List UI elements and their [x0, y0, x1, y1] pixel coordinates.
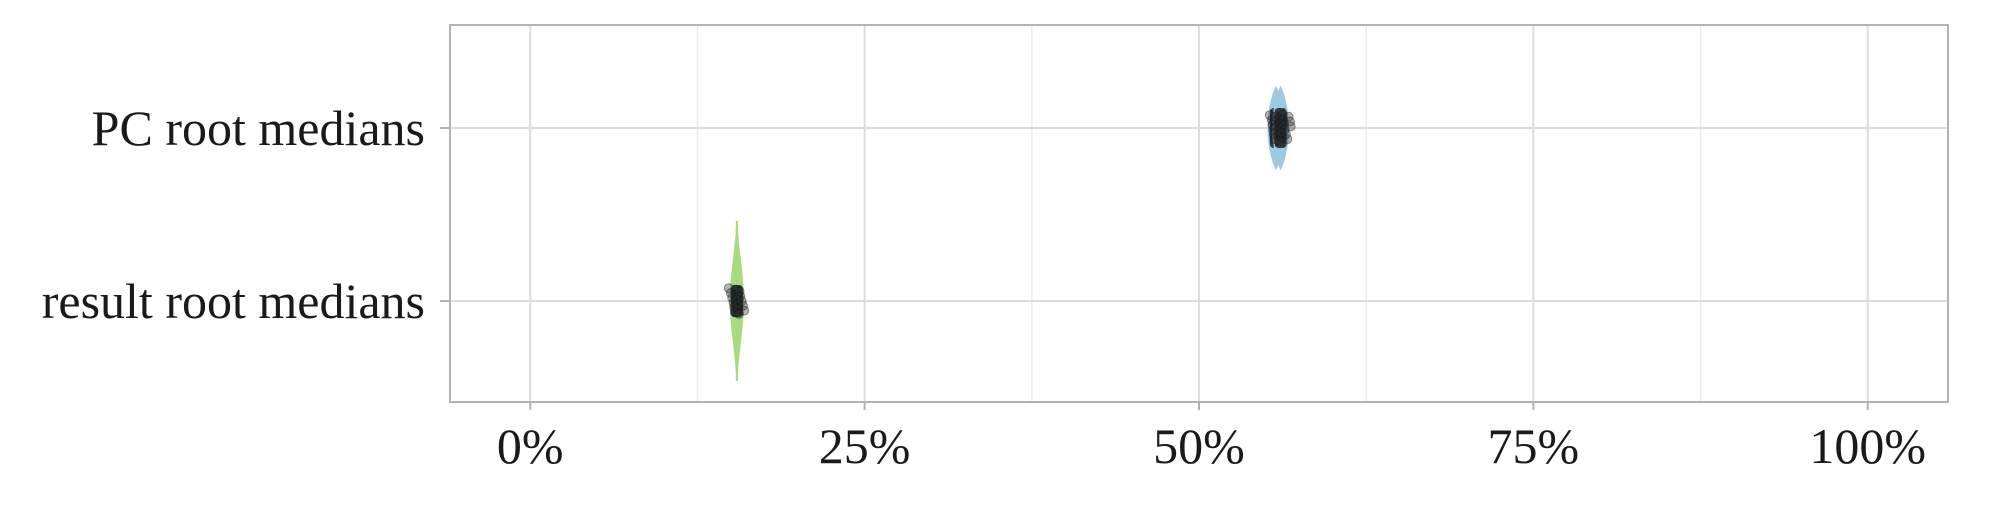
- points: [723, 110, 1296, 319]
- data-point: [729, 302, 740, 313]
- x-tick-label: 75%: [1488, 418, 1580, 474]
- violins: [729, 85, 1289, 382]
- data-point: [1280, 129, 1291, 140]
- grid: [450, 25, 1948, 402]
- data-point: [1284, 116, 1295, 127]
- data-point: [1277, 110, 1288, 121]
- data-point: [731, 289, 742, 300]
- data-point: [723, 283, 734, 294]
- data-point: [1270, 111, 1281, 122]
- data-point: [1273, 135, 1284, 146]
- data-point: [1270, 116, 1281, 127]
- data-point: [1266, 115, 1277, 125]
- data-point: [728, 297, 739, 308]
- y-axis-categories: PC root medians result root medians: [42, 100, 450, 329]
- data-point: [1272, 131, 1283, 141]
- data-point: [1268, 129, 1279, 140]
- data-point: [737, 300, 748, 311]
- data-point: [1268, 124, 1279, 135]
- violin-box: [1274, 108, 1287, 148]
- data-point: [725, 288, 736, 298]
- data-point: [1276, 127, 1287, 138]
- x-axis-ticks: 0% 25% 50% 75% 100%: [497, 402, 1926, 474]
- violin-box: [730, 285, 743, 317]
- data-point: [1279, 124, 1290, 135]
- x-tick-label: 25%: [819, 418, 911, 474]
- data-point: [1274, 113, 1285, 124]
- data-point: [1285, 121, 1296, 132]
- data-point: [733, 304, 744, 314]
- data-point: [730, 284, 741, 295]
- data-point: [735, 291, 746, 302]
- data-point: [1269, 134, 1280, 145]
- data-point: [733, 308, 744, 319]
- data-point: [734, 286, 745, 297]
- data-point: [1275, 123, 1286, 133]
- data-point: [1264, 110, 1275, 121]
- x-tick-label: 100%: [1809, 418, 1926, 474]
- data-point: [1278, 115, 1289, 125]
- data-point: [739, 305, 750, 316]
- data-point: [731, 294, 742, 305]
- data-point: [1267, 119, 1278, 130]
- y-category-label: result root medians: [42, 273, 425, 329]
- x-tick-label: 0%: [497, 418, 564, 474]
- data-point: [729, 307, 740, 318]
- data-point: [1272, 126, 1283, 137]
- x-tick-label: 50%: [1153, 418, 1245, 474]
- y-category-label: PC root medians: [92, 100, 425, 156]
- data-point: [736, 296, 747, 306]
- data-point: [732, 299, 743, 310]
- data-point: [1278, 119, 1289, 130]
- data-point: [1271, 121, 1282, 132]
- data-point: [1282, 134, 1293, 145]
- data-point: [1283, 111, 1294, 122]
- data-point: [1276, 132, 1287, 143]
- data-point: [727, 292, 738, 303]
- data-point: [1274, 118, 1285, 129]
